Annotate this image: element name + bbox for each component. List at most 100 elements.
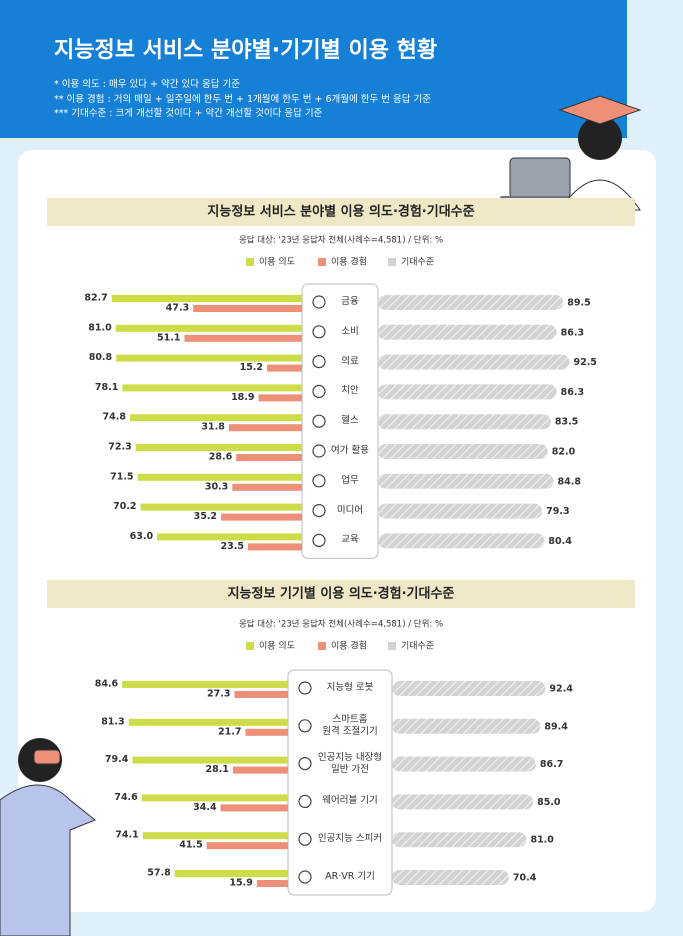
bar: [116, 354, 302, 362]
value-label: 15.2: [240, 362, 263, 373]
value-label: 86.3: [561, 327, 584, 338]
category-icon: [298, 756, 312, 771]
category-label: AR·VR 기기: [325, 871, 375, 882]
value-label: 74.6: [114, 792, 138, 803]
category-label: 인공지능 내장형 일반 가전: [317, 751, 383, 775]
value-label: 83.5: [555, 417, 578, 428]
bar: [228, 424, 302, 432]
bar: [232, 483, 302, 491]
value-label: 71.5: [110, 471, 133, 482]
category-icon: [312, 533, 326, 548]
value-label: 27.3: [207, 689, 230, 700]
category-icon: [312, 355, 326, 369]
category-label: 금융: [341, 296, 359, 307]
value-label: 35.2: [194, 511, 217, 522]
bar: [184, 334, 302, 342]
bar: [267, 364, 302, 372]
bar: [378, 503, 543, 519]
category-icon: [312, 295, 326, 309]
bar: [232, 766, 288, 774]
page-title: 지능정보 서비스 분야별·기기별 이용 현황: [54, 38, 438, 63]
bar: [378, 354, 570, 370]
value-label: 63.0: [130, 531, 154, 542]
bar: [392, 681, 546, 696]
bar: [234, 691, 288, 698]
legend-swatch: [318, 642, 326, 650]
bar: [132, 756, 288, 764]
value-label: 30.3: [205, 481, 228, 492]
legend-swatch: [388, 642, 396, 650]
value-label: 92.5: [573, 357, 596, 368]
category-label: 인공지능 스피커: [317, 833, 383, 845]
value-label: 92.4: [549, 684, 573, 695]
category-icon: [298, 719, 312, 733]
value-label: 31.8: [201, 422, 225, 433]
value-label: 78.1: [95, 382, 118, 393]
value-label: 82.0: [552, 447, 576, 458]
value-label: 70.4: [513, 873, 537, 884]
value-label: 84.6: [95, 679, 119, 690]
value-label: 28.6: [209, 452, 233, 463]
title-band: [47, 580, 635, 608]
chart-title: 지능정보 기기별 이용 의도·경험·기대수준: [228, 586, 455, 602]
legend-swatch: [246, 642, 254, 650]
note: * 이용 의도 : 매우 있다 + 약간 있다 응답 기준: [54, 79, 240, 90]
category-icon: [312, 414, 326, 428]
category-icon: [312, 325, 326, 339]
value-label: 86.7: [540, 759, 563, 770]
legend-label: 기대수준: [401, 257, 434, 268]
bar: [174, 870, 288, 877]
category-icon: [298, 832, 312, 846]
bar: [378, 444, 548, 459]
category-label: 스마트홈 원격 조절기기: [322, 713, 378, 737]
category-label: 교육: [341, 534, 359, 546]
category-icon: [298, 681, 312, 695]
bar: [258, 394, 302, 402]
bar: [115, 324, 302, 332]
bar: [256, 880, 288, 887]
category-label: 여가 활용: [331, 445, 369, 456]
category-icon: [298, 870, 312, 884]
category-label: 헬스: [341, 415, 359, 427]
category-label: 웨어러블 기기: [322, 795, 378, 807]
value-label: 89.5: [567, 298, 590, 309]
legend-swatch: [318, 258, 326, 266]
bar: [137, 473, 302, 481]
bar: [140, 503, 302, 511]
legend-label: 이용 경험: [331, 640, 367, 652]
value-label: 79.4: [105, 754, 129, 765]
bar: [220, 804, 288, 812]
value-label: 57.8: [147, 868, 171, 879]
category-icon: [312, 444, 326, 458]
bar: [378, 324, 557, 340]
bar: [392, 794, 534, 810]
bar: [111, 295, 302, 302]
bar: [392, 756, 536, 772]
legend-label: 기대수준: [401, 641, 434, 652]
value-label: 80.4: [548, 536, 572, 547]
category-label: 의료: [341, 355, 359, 367]
value-label: 74.1: [115, 830, 138, 841]
bar: [392, 718, 541, 734]
category-label: 치안: [341, 385, 359, 397]
value-label: 81.0: [88, 322, 112, 333]
category-label: 미디어: [336, 504, 364, 516]
bar: [128, 718, 288, 726]
value-label: 84.8: [558, 476, 582, 487]
value-label: 85.0: [537, 797, 561, 808]
bar: [378, 295, 564, 310]
bar: [142, 832, 288, 840]
value-label: 79.3: [546, 506, 569, 517]
value-label: 81.0: [530, 835, 554, 846]
category-icon: [312, 384, 326, 398]
value-label: 82.7: [84, 293, 107, 304]
bar: [378, 473, 554, 489]
bar: [236, 454, 302, 461]
note: ** 이용 경험 : 거의 매일 + 일주일에 한두 번 + 1개월에 한두 번…: [54, 94, 431, 105]
category-label: 지능형 로봇: [326, 682, 374, 693]
bar: [122, 384, 303, 392]
value-label: 89.4: [544, 721, 568, 732]
value-label: 74.8: [103, 412, 127, 423]
